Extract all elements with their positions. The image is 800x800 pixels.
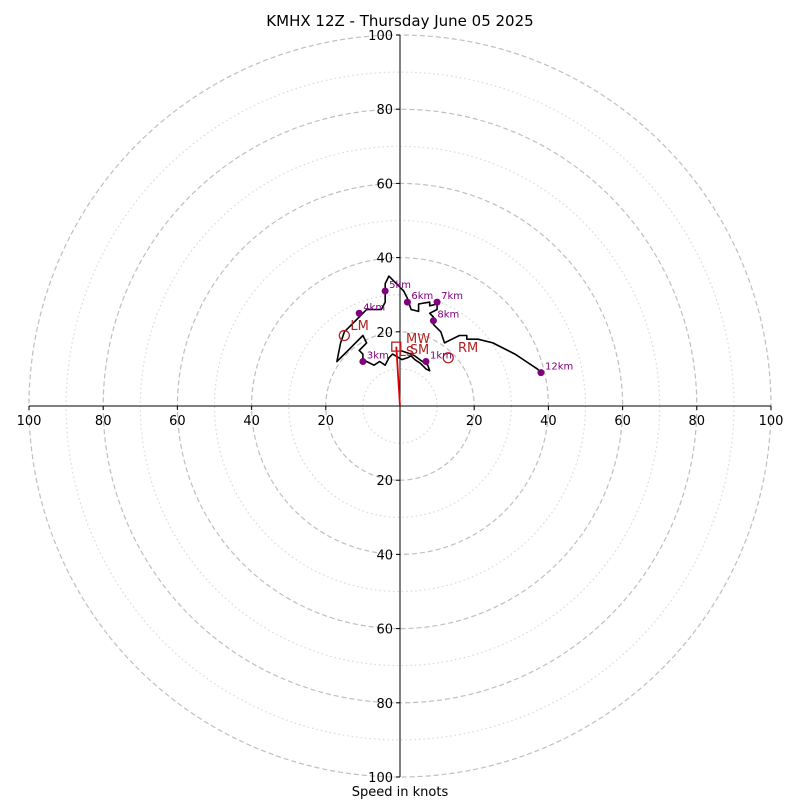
- chart-title: KMHX 12Z - Thursday June 05 2025: [266, 12, 533, 30]
- height-marker-point: [429, 317, 437, 325]
- y-tick-label: 80: [376, 103, 393, 118]
- axis-tick-labels: 100 100 80 80 60 60 40 40 20 20 20 20 40 40 60 60 80 80 10…: [17, 29, 784, 786]
- x-tick-label: 80: [95, 414, 112, 429]
- height-marker-point: [359, 357, 367, 365]
- x-tick-label: 100: [759, 414, 784, 429]
- height-marker-point: [403, 298, 411, 306]
- y-tick-label: 40: [376, 252, 393, 267]
- height-marker-label: 4km: [363, 302, 385, 313]
- shear-vector-line: [395, 346, 401, 407]
- storm-motion-label-rm: RM: [458, 341, 478, 356]
- height-marker-label: 8km: [437, 310, 459, 321]
- x-tick-label: 80: [689, 414, 706, 429]
- height-marker-label: 12km: [545, 362, 573, 373]
- storm-motion-label-sm: SM: [410, 343, 429, 358]
- hodograph-line: [336, 275, 542, 374]
- storm-motion-label-ls: LS: [399, 345, 415, 360]
- x-tick-label: 20: [466, 414, 483, 429]
- height-marker-label: 3km: [367, 350, 389, 361]
- x-tick-label: 60: [169, 414, 186, 429]
- height-marker-point: [433, 298, 441, 306]
- height-marker-label: 1km: [430, 350, 452, 361]
- y-tick-label: 60: [376, 623, 393, 638]
- y-tick-label: 20: [376, 474, 393, 489]
- height-marker-point: [355, 309, 363, 317]
- y-tick-label: 40: [376, 548, 393, 563]
- x-axis-label: Speed in knots: [352, 785, 449, 800]
- y-tick-label: 60: [376, 177, 393, 192]
- storm-motion-marker-lm: [338, 329, 351, 342]
- storm-motion-marker-mw: [391, 341, 402, 352]
- y-tick-label: 100: [368, 29, 393, 44]
- height-marker-label: 7km: [441, 291, 463, 302]
- x-tick-label: 100: [17, 414, 42, 429]
- x-tick-label: 40: [540, 414, 557, 429]
- height-marker-point: [537, 369, 545, 377]
- height-marker-point: [381, 287, 389, 295]
- x-tick-label: 40: [243, 414, 260, 429]
- x-tick-label: 60: [614, 414, 631, 429]
- y-tick-label: 100: [368, 771, 393, 786]
- storm-motion-label-lm: LM: [350, 319, 368, 334]
- y-tick-label: 80: [376, 697, 393, 712]
- y-tick-label: 20: [376, 326, 393, 341]
- x-tick-label: 20: [318, 414, 335, 429]
- storm-motion-label-mw: MW: [406, 332, 430, 347]
- storm-motion-marker-rm: [442, 352, 454, 364]
- height-marker-label: 6km: [411, 291, 433, 302]
- height-marker-point: [422, 357, 430, 365]
- height-marker-label: 5km: [389, 280, 411, 291]
